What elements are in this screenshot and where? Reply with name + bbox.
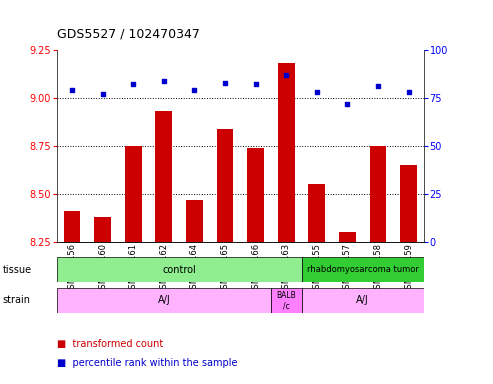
Bar xyxy=(94,217,111,242)
Bar xyxy=(247,148,264,242)
Point xyxy=(68,87,76,93)
Point xyxy=(190,87,198,93)
Text: BALB
/c: BALB /c xyxy=(277,291,296,310)
Point xyxy=(344,101,352,107)
Point xyxy=(282,72,290,78)
Point xyxy=(374,83,382,89)
Text: ■  transformed count: ■ transformed count xyxy=(57,339,163,349)
Text: control: control xyxy=(162,265,196,275)
Bar xyxy=(309,184,325,242)
Text: A/J: A/J xyxy=(157,295,170,306)
Text: tissue: tissue xyxy=(2,265,32,275)
Bar xyxy=(64,211,80,242)
Point xyxy=(160,78,168,84)
Bar xyxy=(186,200,203,242)
Point xyxy=(99,91,106,97)
Bar xyxy=(271,288,302,313)
Bar xyxy=(125,146,141,242)
Bar xyxy=(57,288,271,313)
Bar xyxy=(57,257,302,282)
Point xyxy=(405,89,413,95)
Text: strain: strain xyxy=(2,295,31,306)
Bar xyxy=(302,288,424,313)
Bar xyxy=(370,146,387,242)
Text: rhabdomyosarcoma tumor: rhabdomyosarcoma tumor xyxy=(307,265,419,274)
Text: A/J: A/J xyxy=(356,295,369,306)
Point xyxy=(252,81,260,88)
Text: GDS5527 / 102470347: GDS5527 / 102470347 xyxy=(57,27,200,40)
Bar xyxy=(339,232,356,242)
Text: ■  percentile rank within the sample: ■ percentile rank within the sample xyxy=(57,358,237,368)
Bar xyxy=(302,257,424,282)
Bar xyxy=(155,111,172,242)
Bar xyxy=(400,165,417,242)
Point xyxy=(129,81,137,88)
Bar xyxy=(216,129,234,242)
Bar xyxy=(278,63,295,242)
Point xyxy=(221,79,229,86)
Point xyxy=(313,89,321,95)
